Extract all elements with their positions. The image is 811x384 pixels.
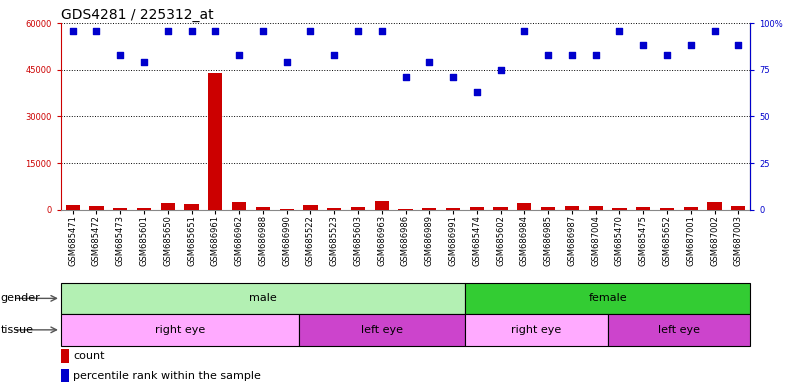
- Text: left eye: left eye: [658, 325, 700, 335]
- Point: [708, 27, 721, 33]
- Bar: [89, 206, 104, 210]
- Point: [138, 59, 151, 65]
- Point: [67, 27, 79, 33]
- Bar: [423, 209, 436, 210]
- Bar: [465, 314, 607, 346]
- Point: [565, 52, 578, 58]
- Bar: [732, 206, 745, 210]
- Point: [209, 27, 222, 33]
- Text: male: male: [249, 293, 277, 303]
- Point: [185, 27, 198, 33]
- Point: [90, 27, 103, 33]
- Bar: [564, 206, 579, 210]
- Point: [161, 27, 174, 33]
- Text: left eye: left eye: [361, 325, 403, 335]
- Text: GDS4281 / 225312_at: GDS4281 / 225312_at: [61, 8, 213, 22]
- Point: [399, 74, 412, 80]
- Point: [304, 27, 317, 33]
- Point: [660, 52, 673, 58]
- Point: [637, 42, 650, 48]
- Bar: [61, 314, 298, 346]
- Bar: [280, 209, 294, 210]
- Text: gender: gender: [1, 293, 41, 303]
- Bar: [517, 203, 531, 210]
- Bar: [541, 207, 556, 210]
- Text: right eye: right eye: [155, 325, 205, 335]
- Bar: [255, 207, 270, 210]
- Point: [470, 89, 483, 95]
- Bar: [208, 73, 222, 210]
- Bar: [61, 349, 69, 363]
- Bar: [398, 209, 413, 210]
- Point: [328, 52, 341, 58]
- Text: tissue: tissue: [1, 325, 34, 335]
- Point: [542, 52, 555, 58]
- Point: [351, 27, 364, 33]
- Point: [732, 42, 744, 48]
- Bar: [707, 202, 722, 210]
- Point: [114, 52, 127, 58]
- Bar: [298, 314, 465, 346]
- Bar: [589, 205, 603, 210]
- Bar: [607, 314, 750, 346]
- Point: [613, 27, 626, 33]
- Bar: [303, 205, 318, 210]
- Bar: [612, 208, 627, 210]
- Point: [375, 27, 388, 33]
- Bar: [351, 207, 365, 210]
- Bar: [61, 283, 465, 314]
- Text: count: count: [73, 351, 105, 361]
- Bar: [493, 207, 508, 210]
- Bar: [327, 208, 341, 210]
- Bar: [66, 205, 79, 210]
- Point: [684, 42, 697, 48]
- Text: percentile rank within the sample: percentile rank within the sample: [73, 371, 261, 381]
- Point: [589, 52, 602, 58]
- Bar: [684, 207, 698, 210]
- Bar: [161, 203, 175, 210]
- Bar: [137, 209, 151, 210]
- Point: [494, 67, 507, 73]
- Bar: [113, 208, 127, 210]
- Text: female: female: [588, 293, 627, 303]
- Point: [280, 59, 293, 65]
- Bar: [660, 209, 674, 210]
- Bar: [470, 207, 484, 210]
- Bar: [184, 204, 199, 210]
- Bar: [232, 202, 247, 210]
- Bar: [636, 207, 650, 210]
- Bar: [375, 201, 388, 210]
- Bar: [61, 369, 69, 382]
- Bar: [446, 208, 460, 210]
- Point: [518, 27, 531, 33]
- Point: [233, 52, 246, 58]
- Text: right eye: right eye: [511, 325, 561, 335]
- Point: [423, 59, 436, 65]
- Point: [447, 74, 460, 80]
- Bar: [465, 283, 750, 314]
- Point: [256, 27, 269, 33]
